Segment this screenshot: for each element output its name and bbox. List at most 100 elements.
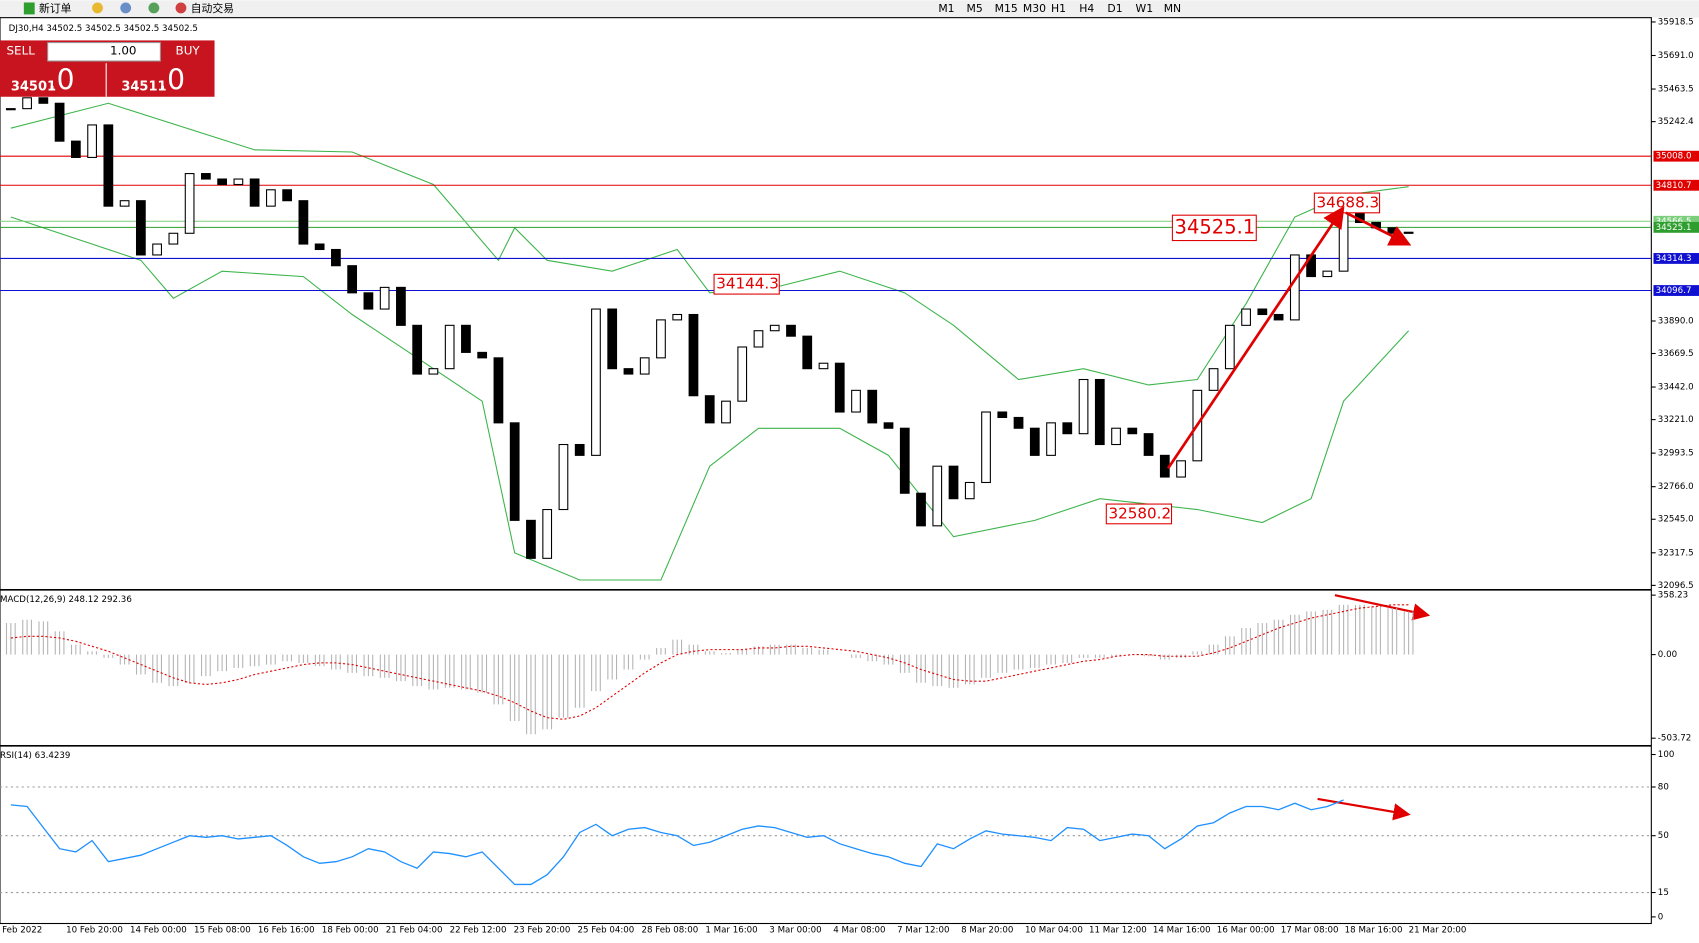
candle [217,178,228,186]
y-tick-label: 100 [1658,750,1675,760]
price-level-tag [1653,215,1699,227]
sell-fraction[interactable]: .0 [48,64,75,97]
x-tick-label: 21 Feb 04:00 [386,926,443,936]
candle [1046,422,1056,456]
candle [298,200,309,245]
candle [233,178,244,186]
price-level-label: 34525.1 [1656,223,1692,233]
y-tick-label: 0 [1658,912,1664,922]
x-tick-label: 23 Feb 20:00 [514,926,571,936]
candle [688,313,699,397]
annotation: 34688.3 [1317,193,1380,211]
panel-title: MACD(12,26,9) 248.12 292.36 [0,595,132,605]
candle [1338,210,1349,272]
candle [22,97,32,110]
y-tick-label: 80 [1658,782,1669,792]
x-tick-label: 3 Mar 00:00 [769,926,821,936]
candle [786,324,796,337]
tool-icon[interactable] [148,2,160,14]
candle [948,465,959,500]
new-order-button[interactable]: 新订单 [39,1,72,15]
candle [1029,427,1040,456]
timeframe-button[interactable]: M1 [938,2,954,15]
candle [981,411,991,484]
y-tick-label: 0.00 [1658,650,1677,660]
x-tick-label: 16 Feb 16:00 [258,926,315,936]
candle [119,200,130,207]
y-tick-label: 33442.0 [1658,383,1694,393]
tool-icon[interactable] [92,2,103,14]
buy-fraction[interactable]: .0 [158,64,185,97]
x-tick-label: 15 Feb 08:00 [194,926,251,936]
candle [769,324,780,332]
y-tick-label: 358.23 [1658,591,1688,601]
timeframe-button[interactable]: M5 [967,2,983,15]
candle [1143,433,1154,456]
buy-button[interactable]: BUY [176,44,201,58]
annotation-box [1171,214,1257,242]
x-tick-label: 22 Feb 12:00 [450,926,507,936]
price-level-tag [1653,179,1699,191]
x-tick-label: 10 Mar 04:00 [1025,926,1083,936]
y-tick-label: 35691.0 [1658,51,1694,61]
candle [282,189,293,202]
x-tick-label: 18 Mar 16:00 [1345,926,1403,936]
bollinger-band [10,102,1409,386]
y-tick-label: 50 [1658,831,1669,841]
timeframe-button[interactable]: W1 [1136,2,1154,15]
candle [1403,231,1414,234]
timeframe-button[interactable]: MN [1164,2,1181,15]
timeframe-button[interactable]: H4 [1079,2,1094,15]
lots-input[interactable] [47,42,161,62]
price-level-tag [1653,150,1699,162]
x-tick-label: 25 Feb 04:00 [578,926,635,936]
price-level-label: 34810.7 [1656,181,1692,191]
lots-value[interactable]: 1.00 [110,44,137,58]
candle [103,124,114,207]
timeframe-button[interactable]: M15 [995,2,1018,15]
timeframe-button[interactable]: D1 [1107,2,1122,15]
y-tick-label: 35242.4 [1658,117,1694,127]
candle [834,362,845,413]
candle [899,427,910,494]
tool-icon[interactable] [120,2,132,14]
candle [802,335,813,370]
candle [54,102,65,142]
auto-trading-button[interactable]: 自动交易 [191,1,234,15]
price-level-label: 35008.0 [1656,152,1692,162]
price-level-tag [1653,285,1699,296]
y-tick-label: 35463.5 [1658,85,1694,95]
trade-panel: SELL 1.00 BUY 34501 .0 34511 .0 [0,40,215,97]
candle [818,362,829,370]
candle [135,200,146,256]
y-tick-label: 15 [1658,888,1669,898]
x-tick-label: 14 Feb 00:00 [130,926,187,936]
candle [444,324,455,370]
candle [38,97,49,104]
rsi-arrow [1317,797,1411,821]
candle [574,443,585,456]
candle [1111,427,1121,446]
buy-price[interactable]: 34511 [121,80,166,95]
new-order-icon[interactable] [23,2,35,15]
candle [558,443,569,511]
x-tick-label: 11 Mar 12:00 [1089,926,1147,936]
sell-price[interactable]: 34501 [11,80,56,95]
annotation-box [1105,503,1173,525]
candle [1322,270,1333,278]
trend-arrow [1166,206,1345,470]
candle [1176,460,1186,478]
candle [883,422,894,429]
auto-trading-icon[interactable] [175,2,187,14]
x-tick-label: 28 Feb 08:00 [641,926,698,936]
candle [347,265,358,294]
sell-button[interactable]: SELL [7,44,36,58]
toolbar [0,0,1699,18]
timeframe-button[interactable]: M30 [1023,2,1046,15]
timeframe-button[interactable]: H1 [1051,2,1066,15]
y-tick-label: 32317.5 [1658,548,1694,558]
candle [851,389,861,413]
candle [331,248,341,267]
